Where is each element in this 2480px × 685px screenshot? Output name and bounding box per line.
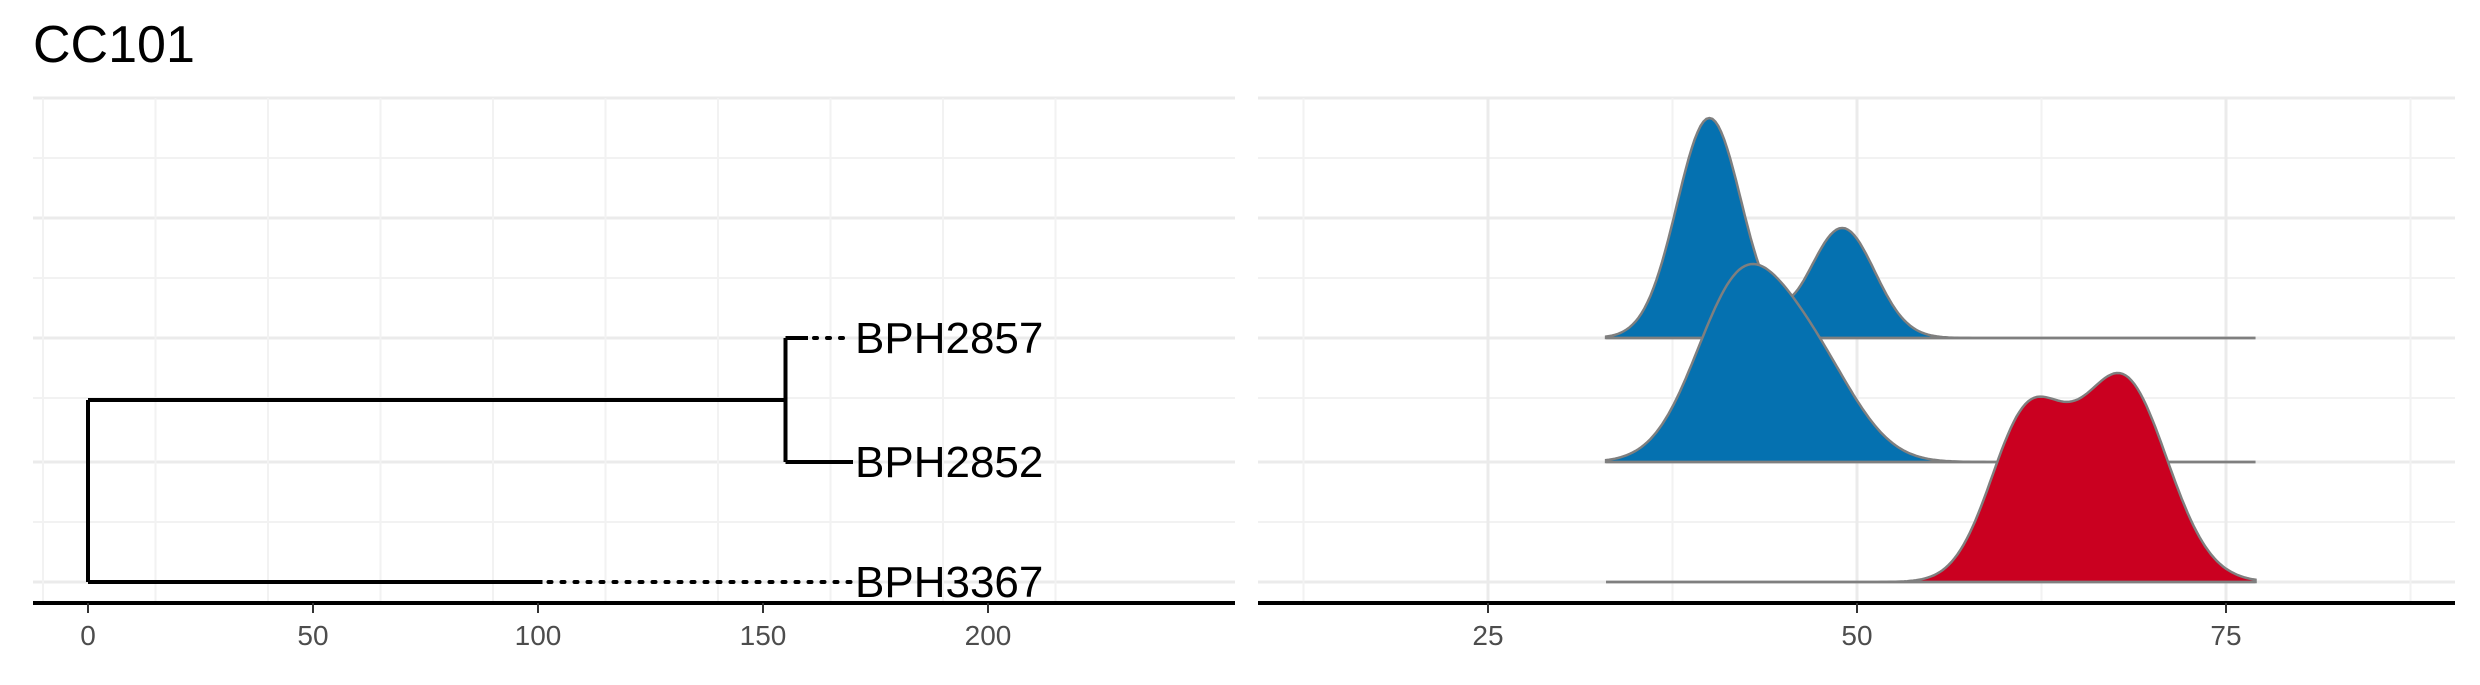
tree-panel: 0 50 100 150 200 BPH2857 BPH2852 BPH3367 [33, 96, 1235, 651]
x-tick-label: 0 [80, 620, 96, 651]
x-tick-label: 200 [965, 620, 1012, 651]
x-tick-label: 150 [740, 620, 787, 651]
x-tick-label: 100 [515, 620, 562, 651]
tree-tip-label: BPH2852 [855, 438, 1043, 487]
x-tick-label: 25 [1472, 620, 1503, 651]
x-tick-label: 50 [1841, 620, 1872, 651]
density-ridge-BPH2857 [1604, 116, 2256, 340]
x-tick-label: 50 [297, 620, 328, 651]
tree-tip-label: BPH2857 [855, 314, 1043, 363]
tree-tip-label: BPH3367 [855, 558, 1043, 607]
chart-title: CC101 [33, 16, 195, 74]
x-tick-label: 75 [2210, 620, 2241, 651]
ridge-panel: 25 50 75 [1258, 96, 2455, 651]
